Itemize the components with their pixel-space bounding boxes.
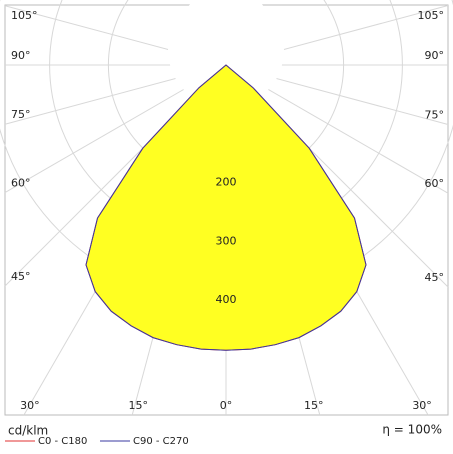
angle-label: 105° — [11, 9, 38, 22]
angle-label: 30° — [412, 399, 432, 412]
r-tick-label: 400 — [216, 293, 237, 306]
angle-label: 30° — [20, 399, 40, 412]
angle-label: 90° — [11, 49, 31, 62]
angle-label: 105° — [418, 9, 445, 22]
unit-label: cd/klm — [8, 424, 48, 438]
legend-label: C90 - C270 — [133, 436, 189, 447]
angle-label: 60° — [425, 177, 445, 190]
center-disc — [168, 0, 284, 108]
angle-label: 45° — [11, 270, 31, 283]
efficiency: η = 100% — [382, 423, 442, 437]
angle-label: 0° — [220, 399, 233, 412]
legend-label: C0 - C180 — [38, 436, 87, 447]
angle-label: 60° — [11, 177, 31, 190]
angle-label: 15° — [128, 399, 148, 412]
intensity-curve — [85, 64, 367, 351]
angle-label: 90° — [425, 49, 445, 62]
angle-label: 75° — [11, 108, 31, 121]
angle-label: 45° — [425, 271, 445, 284]
angle-label: 75° — [425, 108, 445, 121]
r-tick-label: 300 — [216, 234, 237, 247]
angle-label: 15° — [304, 399, 324, 412]
r-tick-label: 200 — [216, 176, 237, 189]
